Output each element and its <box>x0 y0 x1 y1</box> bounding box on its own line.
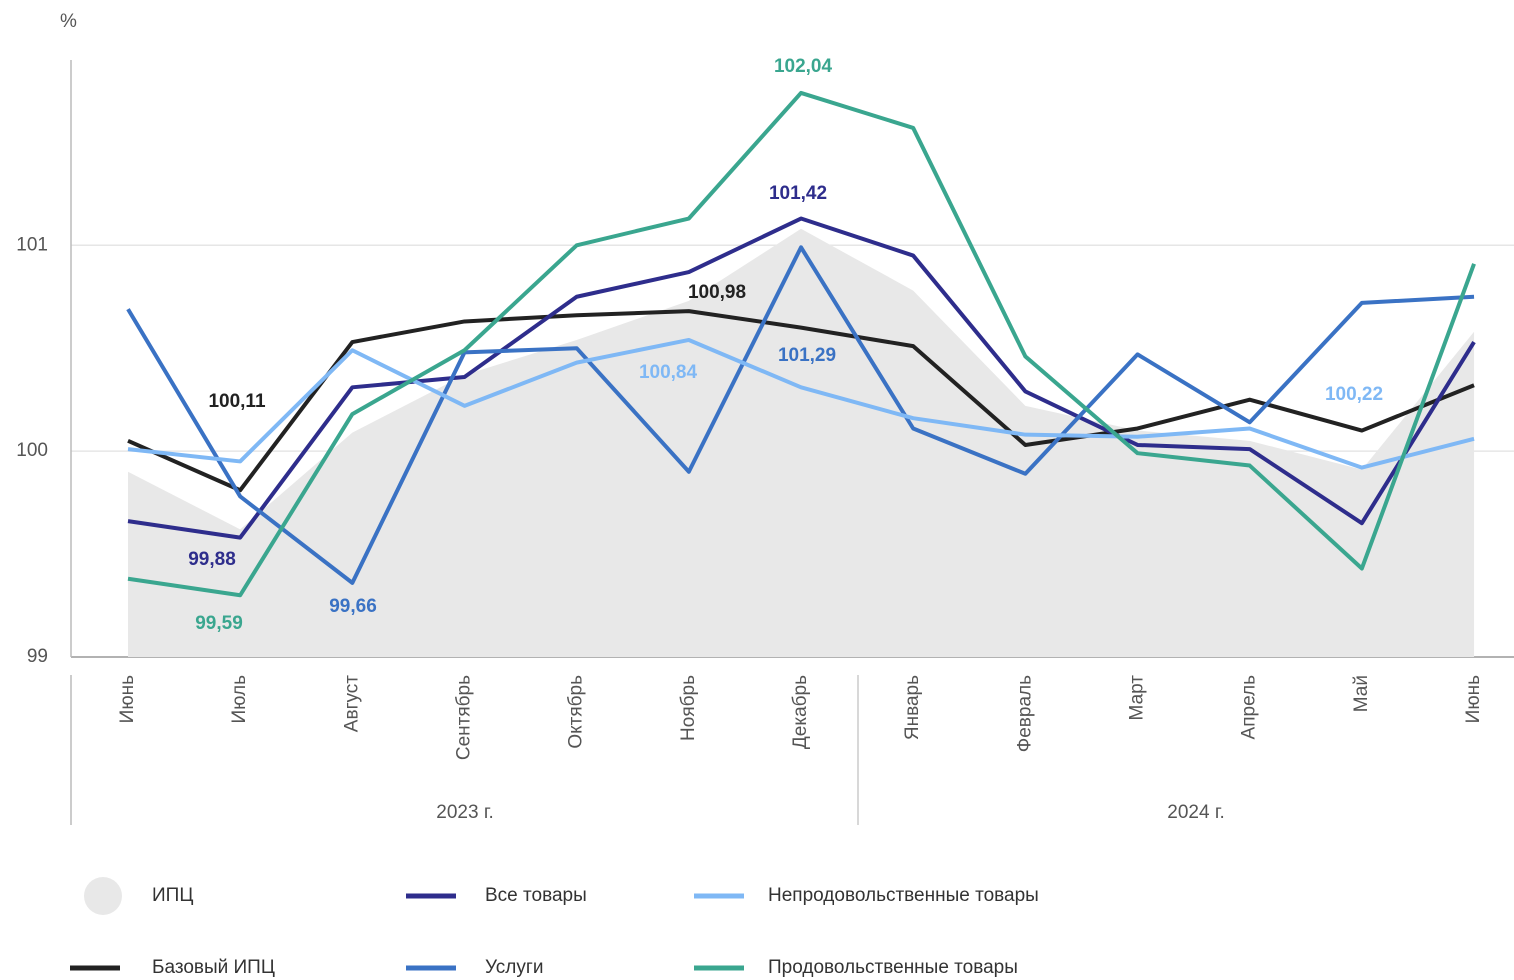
annotation: 101,42 <box>769 183 827 204</box>
x-tick-label: Октябрь <box>566 675 587 749</box>
line <box>127 309 1475 493</box>
legend-label: Услуги <box>485 957 543 978</box>
annotation: 100,84 <box>639 362 698 383</box>
y-tick-label: 99 <box>27 646 48 667</box>
x-tick-label: Декабрь <box>790 675 811 749</box>
annotation: 101,29 <box>778 345 836 366</box>
x-tick-label: Август <box>341 675 362 732</box>
legend-label: Все товары <box>485 885 587 906</box>
legend-label: Непродовольственные товары <box>768 885 1039 906</box>
x-tick-label: Июнь <box>117 675 138 723</box>
annotation: 102,04 <box>774 56 833 77</box>
line <box>127 216 1476 540</box>
x-tick-label: Февраль <box>1014 675 1035 752</box>
x-tick-label: Май <box>1351 675 1372 712</box>
annotation: 100,98 <box>688 282 746 303</box>
x-tick-label: Март <box>1127 675 1148 721</box>
y-unit: % <box>60 11 77 32</box>
x-tick-label: Июль <box>229 675 250 724</box>
line <box>127 337 1475 470</box>
area <box>128 228 1475 658</box>
legend-label: Базовый ИПЦ <box>152 957 275 978</box>
line <box>127 90 1476 598</box>
x-tick-label: Ноябрь <box>678 675 699 741</box>
x-group-label: 2023 г. <box>436 802 493 823</box>
y-tick-label: 101 <box>16 234 48 255</box>
legend-label: ИПЦ <box>152 885 193 906</box>
annotation: 100,11 <box>208 391 265 412</box>
x-tick-label: Январь <box>902 675 923 740</box>
annotation: 99,88 <box>188 549 236 570</box>
x-tick-label: Июнь <box>1463 675 1484 723</box>
line <box>126 245 1475 585</box>
legend-label: Продовольственные товары <box>768 957 1018 978</box>
x-group-label: 2024 г. <box>1167 802 1224 823</box>
legend-swatch <box>84 877 122 915</box>
annotation: 100,22 <box>1325 384 1383 405</box>
annotation: 99,66 <box>329 596 377 617</box>
annotation: 99,59 <box>195 613 243 634</box>
x-tick-label: Сентябрь <box>454 675 475 760</box>
y-tick-label: 100 <box>16 440 48 461</box>
x-tick-label: Апрель <box>1239 675 1260 740</box>
